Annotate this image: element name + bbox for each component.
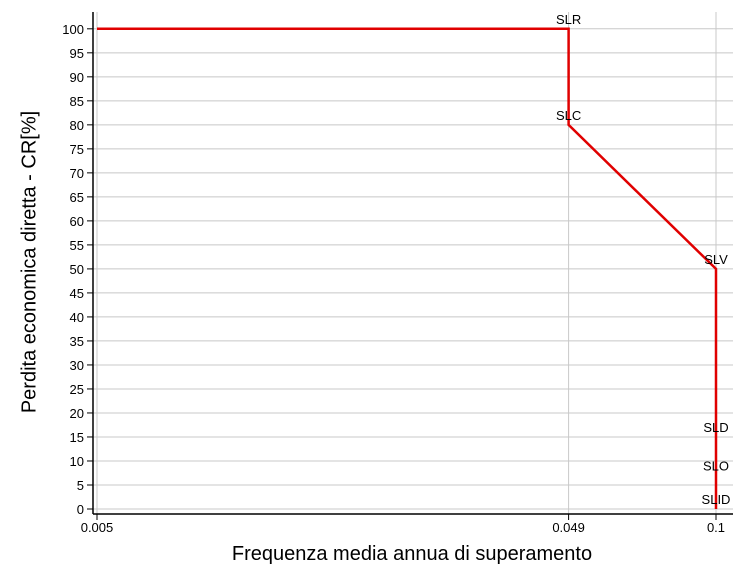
y-tick-label: 65 [70, 190, 84, 205]
y-tick-label: 0 [77, 502, 84, 517]
y-tick-label: 80 [70, 118, 84, 133]
line [97, 27, 718, 509]
y-tick-label: 85 [70, 94, 84, 109]
point-label: SLO [703, 458, 729, 473]
y-axis-label: Perdita economica diretta - CR[%] [18, 111, 40, 413]
x-axis-label: Frequenza media annua di superamento [232, 543, 592, 565]
x-tick-label: 0.005 [81, 520, 114, 535]
y-tick-label: 25 [70, 382, 84, 397]
y-tick-label: 60 [70, 214, 84, 229]
y-tick-label: 10 [70, 454, 84, 469]
y-tick-label: 95 [70, 46, 84, 61]
y-tick-label: 5 [77, 478, 84, 493]
y-tick-label: 50 [70, 262, 84, 277]
y-tick-label: 75 [70, 142, 84, 157]
y-tick-label: 40 [70, 310, 84, 325]
x-tick-label: 0.1 [707, 520, 725, 535]
y-tick-label: 100 [62, 22, 84, 37]
point-label: SLR [556, 12, 581, 27]
y-tick-label: 20 [70, 406, 84, 421]
y-tick-label: 30 [70, 358, 84, 373]
point-label: SLV [704, 252, 728, 267]
point-label: SLC [556, 108, 581, 123]
point-label: SLID [702, 492, 731, 507]
x-tick-label: 0.049 [552, 520, 585, 535]
y-tick-label: 15 [70, 430, 84, 445]
y-tick-label: 45 [70, 286, 84, 301]
point-label: SLD [703, 420, 728, 435]
y-tick-label: 55 [70, 238, 84, 253]
y-tick-label: 90 [70, 70, 84, 85]
y-tick-label: 70 [70, 166, 84, 181]
y-tick-label: 35 [70, 334, 84, 349]
